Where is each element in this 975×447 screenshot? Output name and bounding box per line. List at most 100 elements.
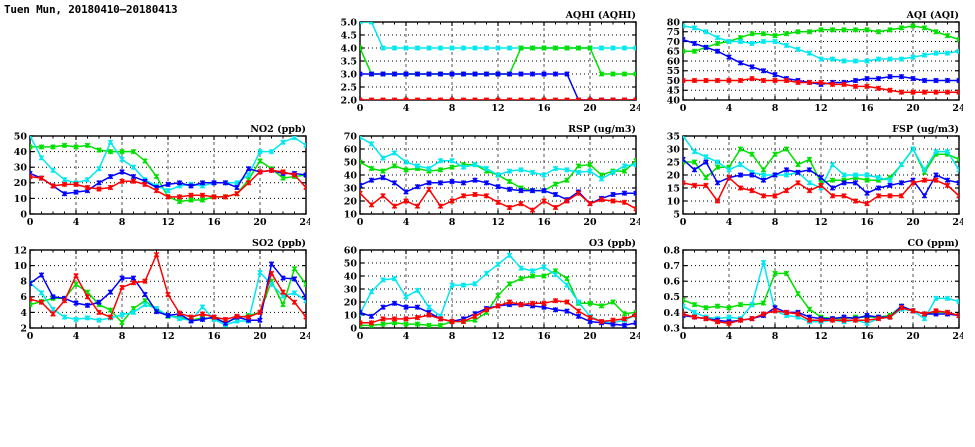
series-marker-red xyxy=(472,191,478,198)
series-marker-cyan xyxy=(360,136,363,141)
series-marker-green xyxy=(437,167,444,173)
series-marker-red xyxy=(403,198,409,204)
series-marker-red xyxy=(910,308,916,314)
series-marker-cyan xyxy=(529,169,536,176)
chart-panel-no2: NO2 (ppb) 0 10 20 30 40 50 0 4 8 12 16 20 24 xyxy=(2,122,310,230)
series-marker-blue xyxy=(944,177,951,183)
series-marker-cyan xyxy=(437,45,444,51)
series-marker-blue xyxy=(30,280,33,287)
series-marker-red xyxy=(795,180,801,186)
series-marker-red xyxy=(222,316,229,323)
series-marker-green xyxy=(380,168,386,174)
series-marker-cyan xyxy=(414,163,421,169)
series-marker-green xyxy=(130,148,137,155)
panel-title-aqhi: AQHI (AQHI) xyxy=(565,10,636,21)
series-marker-red xyxy=(176,194,183,200)
series-marker-red xyxy=(460,318,467,325)
series-marker-blue xyxy=(621,322,628,328)
series-marker-blue xyxy=(749,64,755,70)
series-marker-red xyxy=(587,97,593,100)
series-marker-cyan xyxy=(449,282,455,288)
x-tick-label: 4 xyxy=(403,331,410,342)
series-marker-cyan xyxy=(119,312,125,318)
series-marker-blue xyxy=(403,189,409,195)
series-marker-blue xyxy=(956,180,959,186)
series-marker-green xyxy=(795,29,801,35)
series-marker-red xyxy=(437,97,444,100)
panel-title-aqi: AQI (AQI) xyxy=(906,10,959,21)
series-marker-green xyxy=(564,177,570,183)
series-marker-red xyxy=(691,314,698,320)
series-marker-red xyxy=(414,203,421,209)
series-marker-red xyxy=(760,311,767,317)
series-marker-blue xyxy=(73,189,79,195)
y-tick-label: 40 xyxy=(344,170,358,181)
series-marker-cyan xyxy=(391,275,398,282)
series-marker-blue xyxy=(380,71,386,77)
series-marker-red xyxy=(153,251,160,258)
series-marker-red xyxy=(280,289,286,295)
series-marker-red xyxy=(703,77,709,84)
series-marker-cyan xyxy=(772,38,778,45)
series-marker-blue xyxy=(737,60,744,66)
series-marker-cyan xyxy=(956,48,959,54)
series-marker-red xyxy=(391,203,398,209)
series-marker-cyan xyxy=(691,148,698,155)
series-marker-cyan xyxy=(575,299,582,305)
series-marker-red xyxy=(691,77,698,84)
series-marker-cyan xyxy=(691,25,698,31)
series-marker-blue xyxy=(368,313,375,320)
x-tick-label: 0 xyxy=(357,103,364,114)
series-marker-red xyxy=(621,97,628,100)
series-marker-red xyxy=(257,309,263,316)
series-marker-cyan xyxy=(541,264,547,270)
series-marker-cyan xyxy=(852,172,859,178)
series-marker-red xyxy=(621,316,628,322)
series-marker-blue xyxy=(176,180,183,186)
series-marker-green xyxy=(726,304,732,311)
series-marker-green xyxy=(291,265,298,272)
series-marker-blue xyxy=(887,73,893,80)
series-marker-cyan xyxy=(61,176,68,183)
series-marker-red xyxy=(921,177,928,183)
series-marker-blue xyxy=(633,190,636,196)
series-marker-red xyxy=(875,193,882,199)
series-marker-green xyxy=(280,301,286,308)
series-marker-cyan xyxy=(944,148,951,155)
series-marker-green xyxy=(414,321,421,327)
series-marker-green xyxy=(73,281,79,288)
series-marker-cyan xyxy=(829,161,836,168)
series-marker-blue xyxy=(257,317,263,323)
series-marker-cyan xyxy=(864,172,870,178)
series-marker-red xyxy=(403,97,409,100)
series-marker-blue xyxy=(829,185,836,191)
series-marker-green xyxy=(575,45,582,51)
y-tick-label: 20 xyxy=(344,196,358,207)
y-tick-label: 50 xyxy=(14,131,28,142)
y-tick-label: 70 xyxy=(344,131,358,142)
series-marker-cyan xyxy=(887,177,893,183)
series-marker-blue xyxy=(403,304,409,310)
series-marker-green xyxy=(153,173,160,180)
series-marker-cyan xyxy=(703,154,709,160)
series-marker-red xyxy=(529,300,536,307)
series-marker-cyan xyxy=(403,294,409,300)
series-marker-green xyxy=(61,142,68,149)
series-marker-cyan xyxy=(864,58,870,64)
series-marker-green xyxy=(691,301,698,308)
series-marker-red xyxy=(403,316,409,322)
series-marker-red xyxy=(437,316,444,322)
series-marker-red xyxy=(841,317,847,323)
series-marker-red xyxy=(956,193,959,199)
series-marker-green xyxy=(96,147,102,153)
series-marker-cyan xyxy=(552,271,559,278)
series-marker-cyan xyxy=(449,45,455,51)
series-marker-red xyxy=(460,193,467,199)
x-tick-label: 12 xyxy=(491,331,504,342)
series-marker-blue xyxy=(245,166,252,172)
series-marker-green xyxy=(380,321,386,327)
series-marker-red xyxy=(933,177,939,183)
series-marker-red xyxy=(714,319,721,325)
x-tick-label: 24 xyxy=(952,331,963,342)
